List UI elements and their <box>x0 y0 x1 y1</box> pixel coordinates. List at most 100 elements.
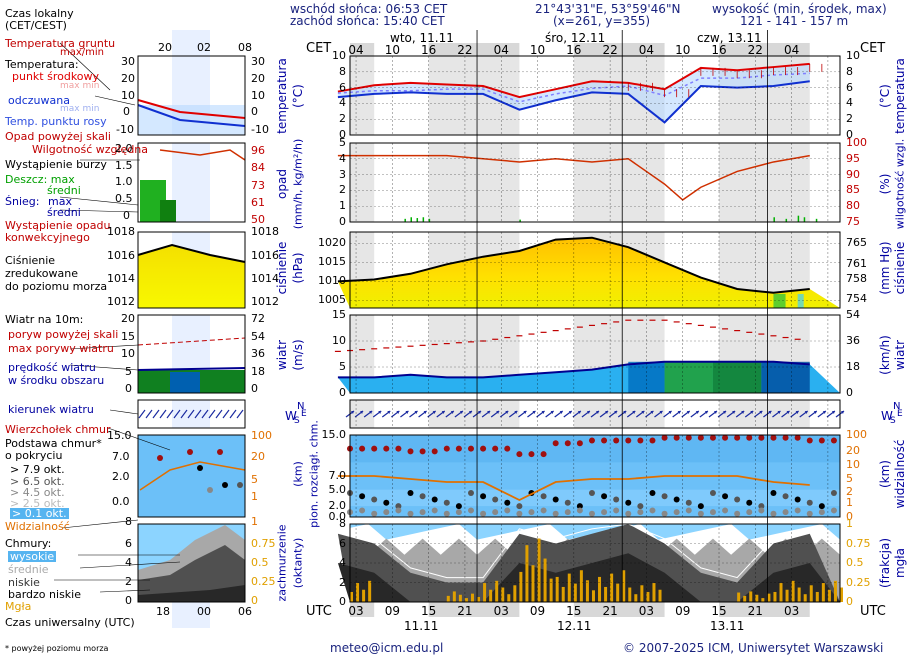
cloud-base-dot-low <box>625 510 632 517</box>
cloud-tick: 7.0 <box>328 469 347 482</box>
legend-wind-arrow <box>215 409 223 419</box>
night-shade <box>573 400 665 428</box>
cloud-base-dot-low <box>794 507 801 514</box>
legend-okt-4: > 2.5 okt. <box>10 497 65 510</box>
mmhg-tick: 765 <box>846 236 867 250</box>
humidity-tick: 85 <box>846 183 860 197</box>
wind-direction-arrowhead <box>351 411 354 414</box>
fog-bar <box>598 576 602 602</box>
legend-wind-arrow <box>180 409 188 419</box>
legend-tick-right: 0.5 <box>251 556 269 569</box>
fog-bar <box>495 580 499 602</box>
elevation-values: 121 - 141 - 157 m <box>740 14 849 28</box>
legend-tick-right: 20 <box>251 72 265 85</box>
cloud-top-dot <box>782 434 789 441</box>
legend-visibility-line <box>139 461 246 491</box>
legend-tick: 0.0 <box>112 495 130 508</box>
legend-temp-ground-sub: max/min <box>60 47 105 58</box>
fog-bar <box>477 596 481 602</box>
precip-tick: 1 <box>339 199 346 213</box>
utc-tick: 03 <box>348 604 364 618</box>
wind-direction-arrowhead <box>614 411 618 414</box>
fog-bar <box>543 558 547 602</box>
day-label-2: śro, 12.11 <box>545 31 606 45</box>
legend-tick-right: 18 <box>251 365 265 378</box>
legend-pressure-line <box>137 243 246 263</box>
night-shade <box>350 143 375 222</box>
legend-tick-right: 10 <box>251 89 265 102</box>
wind-direction-arrowhead <box>759 411 763 414</box>
fog-bar <box>640 585 644 602</box>
fog-bar <box>773 591 777 602</box>
fog-bar <box>470 593 474 602</box>
legend-connector <box>99 589 151 593</box>
wind-direction-arrowhead <box>487 411 491 414</box>
footer-email[interactable]: meteo@icm.edu.pl <box>330 641 444 655</box>
dew-point-line <box>337 72 810 103</box>
mmhg-tick: 761 <box>846 256 867 270</box>
wind-direction-arrowhead <box>496 411 500 414</box>
utc-date-3: 13.11 <box>710 619 745 633</box>
wind-direction-arrowhead <box>641 411 645 414</box>
cet-tick: 04 <box>348 43 364 57</box>
temp-tick: 8 <box>339 64 346 78</box>
legend-precip-conv: konwekcyjnego <box>5 231 90 244</box>
cloud-base-dot-low <box>613 507 620 514</box>
temp-tick: 2 <box>339 112 346 126</box>
legend-tick: -10 <box>116 123 134 136</box>
temp-tick: 10 <box>332 49 346 62</box>
legend-wind-arrow <box>208 409 216 419</box>
legend-pressure-area <box>138 245 245 308</box>
wind-direction-arrowhead <box>795 411 799 414</box>
cloud-base-dot <box>540 493 547 500</box>
legend-snow-bars <box>160 200 176 222</box>
fog-bar <box>356 583 360 602</box>
cloud-top-dot <box>722 434 729 441</box>
utc-tick: 03 <box>783 604 800 618</box>
legend-tick-right: 0.75 <box>251 537 276 550</box>
cloud-base-dot <box>455 503 462 510</box>
legend-utc-tick-2: 00 <box>197 605 211 618</box>
fog-bar <box>749 591 753 602</box>
cloud-base-dot <box>758 503 765 510</box>
winddir-w-left: W <box>285 409 297 423</box>
legend-temp-middle: punkt środkowy <box>12 70 100 83</box>
legend-humidity: Wilgotność względna <box>32 143 149 156</box>
wind-direction-arrowhead <box>405 411 409 414</box>
cloud-base-dot <box>504 499 511 506</box>
pressure-area <box>337 237 840 308</box>
fog-bar <box>809 585 813 602</box>
legend-cloud-top: Wierzchołek chmur <box>5 423 111 436</box>
wind-direction-arrowhead <box>813 411 817 414</box>
cloud-base-dot <box>770 489 777 496</box>
legend-tick: 2.0 <box>112 470 130 483</box>
wind-direction-arrowhead <box>723 411 727 414</box>
legend-cloud-dot <box>222 482 228 488</box>
fog-bar <box>827 589 831 602</box>
legend-tick-right: 1 <box>251 490 258 503</box>
cloud-base-dot-low <box>552 510 559 517</box>
cloud-base-dot-low <box>661 510 668 517</box>
cloud-base-dot <box>359 493 366 500</box>
cloud-base-dot-low <box>576 507 583 514</box>
cloud-base-dot-low <box>637 509 644 516</box>
precip-bar <box>773 217 775 222</box>
night-strip-top <box>573 43 665 56</box>
wind-direction-arrowhead <box>387 411 391 414</box>
legend-panel-border <box>137 55 246 136</box>
axis-title-fog-r2: mgła <box>893 547 907 579</box>
legend-tick: 0 <box>123 209 130 222</box>
fog-bar <box>452 591 456 602</box>
temp-tick-right: 4 <box>846 96 853 110</box>
winddir-s-left: S <box>294 416 300 426</box>
cloud-base-dot-low <box>709 509 716 516</box>
legend-tick-right: 50 <box>251 213 265 226</box>
cloud-base-dot <box>613 496 620 503</box>
wind-direction-arrowhead <box>414 411 418 414</box>
legend-tick: 30 <box>121 55 135 68</box>
cloud-top-dot <box>419 448 426 455</box>
wind-tick: 5 <box>339 360 346 373</box>
precip-bar <box>428 218 431 222</box>
legend-panel-border <box>137 523 246 603</box>
fog-bar <box>761 598 765 602</box>
